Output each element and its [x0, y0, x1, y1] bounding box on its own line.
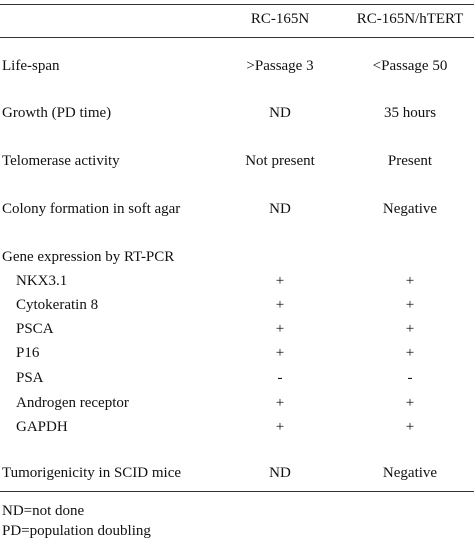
row-value-rc165n-htert: Present — [387, 153, 433, 169]
row-value-rc165n-htert: + — [405, 273, 415, 289]
row-label-gene: Androgen receptor — [16, 395, 129, 411]
row-value-rc165n-htert: + — [405, 345, 415, 361]
row-value-rc165n: + — [275, 321, 285, 337]
row-value-rc165n-htert: + — [405, 419, 415, 435]
row-label-gene: NKX3.1 — [16, 273, 68, 289]
row-value-rc165n-htert: <Passage 50 — [372, 58, 448, 74]
row-label: Life-span — [2, 58, 60, 74]
row-value-rc165n: + — [275, 345, 285, 361]
row-value-rc165n: - — [277, 370, 283, 386]
row-value-rc165n-htert: Negative — [382, 465, 438, 481]
top-rule — [0, 4, 474, 5]
row-value-rc165n: ND — [269, 105, 291, 121]
row-value-rc165n-htert: Negative — [382, 201, 438, 217]
row-value-rc165n: + — [275, 297, 285, 313]
row-value-rc165n: >Passage 3 — [246, 58, 314, 74]
row-label: Tumorigenicity in SCID mice — [2, 465, 182, 481]
header-rc165n: RC-165N — [250, 11, 310, 27]
footnote-nd: ND=not done — [2, 503, 85, 519]
row-label-gene: P16 — [16, 345, 40, 361]
row-value-rc165n: + — [275, 419, 285, 435]
row-value-rc165n-htert: + — [405, 395, 415, 411]
row-value-rc165n-htert: - — [407, 370, 413, 386]
row-label-gene: Cytokeratin 8 — [16, 297, 99, 313]
row-value-rc165n-htert: + — [405, 321, 415, 337]
row-label-gene: PSCA — [16, 321, 54, 337]
header-rc165n-htert: RC-165N/hTERT — [356, 11, 464, 27]
row-value-rc165n: Not present — [245, 153, 315, 169]
row-value-rc165n: ND — [269, 201, 291, 217]
row-value-rc165n-htert: + — [405, 297, 415, 313]
row-value-rc165n: ND — [269, 465, 291, 481]
row-value-rc165n: + — [275, 273, 285, 289]
row-label-gene: PSA — [16, 370, 44, 386]
row-label: Growth (PD time) — [2, 105, 112, 121]
row-label-section: Gene expression by RT-PCR — [2, 249, 175, 265]
header-rule — [0, 37, 474, 38]
row-label: Telomerase activity — [2, 153, 120, 169]
footnote-pd: PD=population doubling — [2, 523, 151, 539]
row-label-gene: GAPDH — [16, 419, 68, 435]
bottom-rule — [0, 491, 474, 492]
row-value-rc165n: + — [275, 395, 285, 411]
row-label: Colony formation in soft agar — [2, 201, 181, 217]
row-value-rc165n-htert: 35 hours — [383, 105, 437, 121]
